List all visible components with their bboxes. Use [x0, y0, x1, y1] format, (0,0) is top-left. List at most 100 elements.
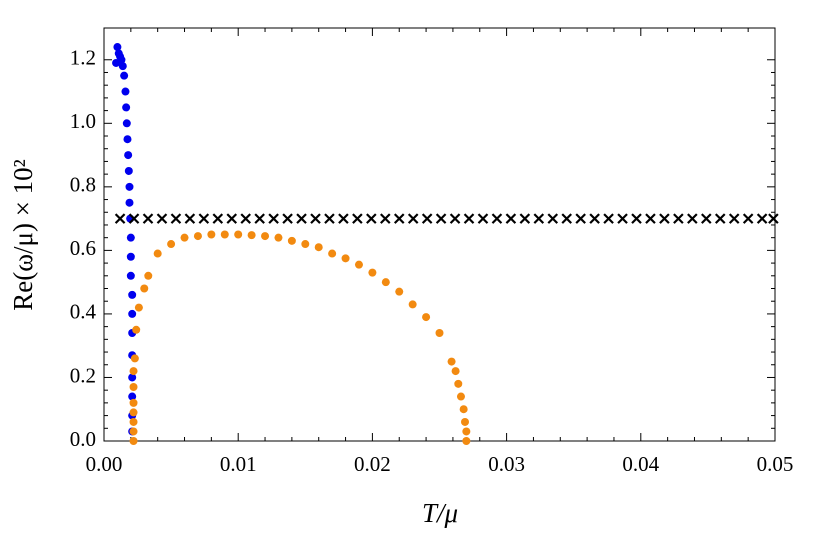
cross-point [673, 213, 684, 224]
point [124, 166, 133, 175]
cross-point [226, 213, 238, 224]
point [123, 135, 132, 144]
point [126, 233, 135, 242]
cross-point [575, 213, 586, 224]
cross-point [282, 213, 293, 224]
cross-point [631, 213, 642, 224]
x-axis-label: T/μ [422, 498, 458, 528]
cross-point [156, 213, 168, 224]
point [422, 313, 431, 322]
point [462, 427, 471, 436]
x-tick-label: 0.02 [354, 452, 391, 476]
point [126, 252, 135, 261]
point [128, 392, 137, 401]
point [408, 300, 417, 309]
cross-point [714, 213, 726, 224]
point [193, 232, 202, 241]
point [460, 417, 469, 426]
cross-point [296, 213, 307, 224]
y-tick-label: 0.4 [70, 300, 97, 324]
cross-point [728, 213, 740, 224]
point [128, 290, 137, 299]
point [220, 230, 229, 239]
cross-point [184, 213, 196, 224]
point [274, 233, 283, 242]
cross-point [701, 213, 712, 224]
cross-point [687, 213, 698, 224]
cross-point [463, 213, 475, 224]
point [180, 233, 189, 242]
point [435, 328, 444, 337]
point [341, 254, 350, 263]
point [129, 437, 138, 445]
point [129, 408, 138, 417]
point [129, 417, 138, 426]
y-tick-label: 1.2 [70, 46, 96, 70]
cross-point [338, 213, 349, 224]
point [261, 232, 270, 241]
cross-point [589, 213, 600, 224]
y-tick-label: 0.0 [70, 427, 96, 451]
cross-point [756, 213, 768, 224]
cross-point [477, 213, 489, 224]
cross-point [268, 213, 279, 224]
point [130, 354, 139, 363]
point [368, 268, 377, 277]
point [122, 119, 131, 128]
point [122, 103, 131, 112]
cross-point [380, 213, 391, 224]
point [120, 71, 129, 80]
y-tick-label: 0.8 [70, 173, 96, 197]
cross-point [491, 213, 503, 224]
x-tick-label: 0.03 [488, 452, 525, 476]
x-tick-label: 0.04 [622, 452, 659, 476]
cross-point [505, 213, 517, 224]
cross-point [142, 213, 154, 224]
cross-point [449, 213, 461, 224]
point [121, 87, 130, 96]
cross-point [128, 213, 140, 224]
point [144, 271, 153, 280]
point [128, 309, 137, 318]
point [128, 373, 137, 382]
x-tick-label: 0.00 [86, 452, 123, 476]
point [459, 405, 468, 414]
point [132, 325, 141, 334]
cross-point [212, 213, 224, 224]
y-tick-label: 0.2 [70, 363, 96, 387]
x-tick-label: 0.01 [220, 452, 257, 476]
cross-point [393, 213, 405, 224]
y-axis-label: Re(ω/μ) × 10² [8, 159, 38, 311]
point [354, 260, 363, 269]
cross-point [645, 213, 656, 224]
point [207, 230, 216, 239]
cross-point [352, 213, 363, 224]
cross-point [547, 213, 559, 224]
cross-point [768, 213, 779, 224]
cross-point [617, 213, 628, 224]
point [301, 240, 310, 249]
x-tick-label: 0.05 [757, 452, 794, 476]
plot-frame [103, 27, 776, 442]
cross-point [603, 213, 614, 224]
point [124, 151, 133, 160]
cross-point [240, 213, 251, 224]
cross-point [198, 213, 210, 224]
point [447, 357, 456, 366]
point [129, 367, 138, 376]
cross-point [324, 213, 335, 224]
point [126, 271, 135, 280]
cross-point [533, 213, 545, 224]
point [134, 303, 143, 312]
cross-point [407, 213, 419, 224]
point [395, 287, 404, 296]
cross-point [435, 213, 447, 224]
y-tick-label: 0.6 [70, 236, 96, 260]
point [125, 198, 134, 207]
point [118, 62, 127, 71]
cross-point [366, 213, 377, 224]
point [328, 249, 337, 258]
point [113, 43, 122, 52]
point [456, 392, 465, 401]
